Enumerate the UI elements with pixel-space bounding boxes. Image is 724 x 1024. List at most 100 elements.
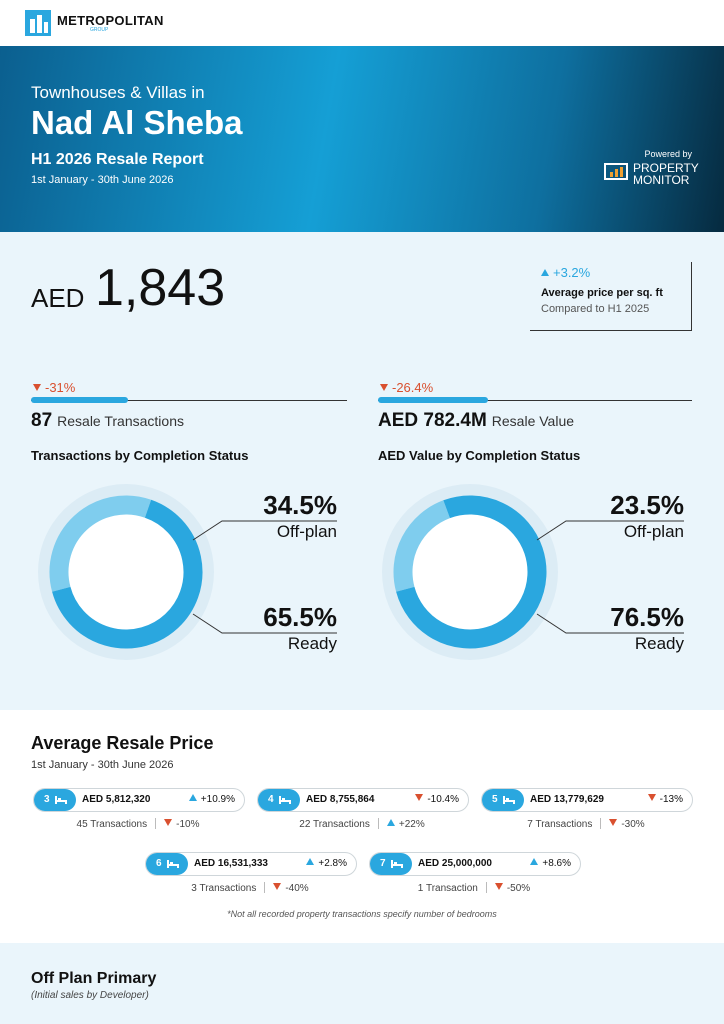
- pill-price: AED 25,000,000: [418, 858, 492, 869]
- pill-change: +2.8%: [306, 858, 347, 869]
- dates: 1st January - 30th June 2026: [31, 174, 174, 186]
- slice-label: Ready: [634, 634, 684, 653]
- change-arrow: [647, 794, 656, 801]
- bedroom-badge: 3: [34, 789, 76, 811]
- divider: [530, 330, 692, 331]
- pill-change: -13%: [647, 794, 683, 805]
- transactions-change: -50%: [506, 883, 531, 894]
- kpi-bar: [31, 397, 128, 403]
- price-pill: 3 AED 5,812,320 +10.9%: [33, 788, 245, 812]
- separator: [264, 882, 266, 893]
- transactions: 7 Transactions: [527, 819, 593, 830]
- change-text: +10.9%: [200, 794, 235, 805]
- bed-icon: [279, 796, 291, 804]
- change-arrow: [530, 858, 539, 865]
- donut-chart: [38, 484, 337, 660]
- pill-price: AED 16,531,333: [194, 858, 268, 869]
- bedroom-badge: 6: [146, 853, 188, 875]
- slice-value: 23.5%: [610, 490, 684, 520]
- transactions: 3 Transactions: [191, 883, 257, 894]
- donut-hole: [412, 514, 528, 630]
- price-comparison: Compared to H1 2025: [541, 303, 650, 315]
- pill-change: +8.6%: [530, 858, 571, 869]
- bed-icon: [55, 796, 67, 804]
- change-arrow: [306, 858, 315, 865]
- bed-icon: [167, 860, 179, 868]
- separator: [377, 818, 379, 829]
- title: Nad Al Sheba: [31, 104, 243, 141]
- bedroom-badge: 7: [370, 853, 412, 875]
- partner-icon: [604, 163, 628, 180]
- transactions: 45 Transactions: [76, 819, 148, 830]
- change-arrow: [164, 819, 173, 826]
- price-pill: 6 AED 16,531,333 +2.8%: [145, 852, 357, 876]
- price-currency: AED: [31, 283, 85, 313]
- bedroom-count: 3: [44, 794, 50, 805]
- separator: [155, 818, 157, 829]
- pill-change: -10.4%: [415, 794, 459, 805]
- change-text: -26.4%: [392, 380, 434, 395]
- slice-label: Ready: [287, 634, 337, 653]
- pill-sub: 45 Transactions -10%: [33, 818, 243, 830]
- change-arrow: [33, 384, 41, 391]
- transactions: 1 Transaction: [417, 883, 478, 894]
- bed-icon: [503, 796, 515, 804]
- donut-slice: [52, 499, 203, 649]
- change-text: -31%: [45, 380, 76, 395]
- leader-line: [536, 613, 684, 634]
- change-arrow: [188, 794, 197, 801]
- change-text: +8.6%: [542, 858, 571, 869]
- slice-value: 65.5%: [263, 602, 337, 632]
- chart-title: Transactions by Completion Status: [31, 448, 249, 463]
- leader-line: [192, 613, 337, 634]
- separator: [600, 818, 602, 829]
- bedroom-badge: 5: [482, 789, 524, 811]
- kpi-value: 87: [31, 410, 53, 431]
- section-subtitle: (Initial sales by Developer): [31, 990, 149, 1001]
- price-label: Average price per sq. ft: [541, 287, 663, 299]
- donut-slice: [396, 495, 547, 649]
- bedroom-badge: 4: [258, 789, 300, 811]
- divider: [691, 262, 692, 331]
- donut-chart: [382, 484, 684, 660]
- kpi: AED 782.4M Resale Value: [378, 410, 574, 432]
- change-arrow: [273, 883, 282, 890]
- price-pill: 5 AED 13,779,629 -13%: [481, 788, 693, 812]
- price-pill: 4 AED 8,755,864 -10.4%: [257, 788, 469, 812]
- donut-slice: [49, 495, 152, 592]
- pill-sub: 22 Transactions +22%: [257, 818, 467, 830]
- change-arrow: [386, 819, 395, 826]
- donut-slice: [393, 500, 451, 592]
- transactions-change: -30%: [621, 819, 645, 830]
- pill-sub: 1 Transaction -50%: [369, 882, 579, 894]
- change-arrow: [415, 794, 424, 801]
- bedroom-count: 4: [268, 794, 274, 805]
- logo-icon: [25, 10, 51, 36]
- bed-icon: [391, 860, 403, 868]
- price-change-text: +3.2%: [553, 265, 591, 280]
- pill-change: +10.9%: [188, 794, 235, 805]
- price-value: 1,843: [95, 259, 226, 317]
- section-title: Off Plan Primary: [31, 970, 157, 987]
- pill-price: AED 13,779,629: [530, 794, 604, 805]
- change-text: -13%: [659, 794, 683, 805]
- change-text: +2.8%: [318, 858, 347, 869]
- kpi-label: Resale Transactions: [57, 413, 184, 429]
- off-plan-section: [0, 943, 724, 1024]
- slice-label: Off-plan: [623, 522, 684, 541]
- donut-hole: [68, 514, 184, 630]
- note: *Not all recorded property transactions …: [227, 909, 497, 919]
- chart-title: AED Value by Completion Status: [378, 448, 581, 463]
- slice-label: Off-plan: [276, 522, 337, 541]
- price-change: +3.2%: [541, 265, 590, 280]
- partner-line: MONITOR: [633, 173, 690, 187]
- kpi-label: Resale Value: [491, 413, 575, 429]
- change-text: -10.4%: [427, 794, 459, 805]
- slice-value: 34.5%: [263, 490, 337, 520]
- transactions: 22 Transactions: [299, 819, 370, 830]
- kpi-line: [31, 400, 347, 401]
- change-arrow: [609, 819, 618, 826]
- leader-line: [536, 520, 684, 541]
- transactions-change: +22%: [398, 819, 425, 830]
